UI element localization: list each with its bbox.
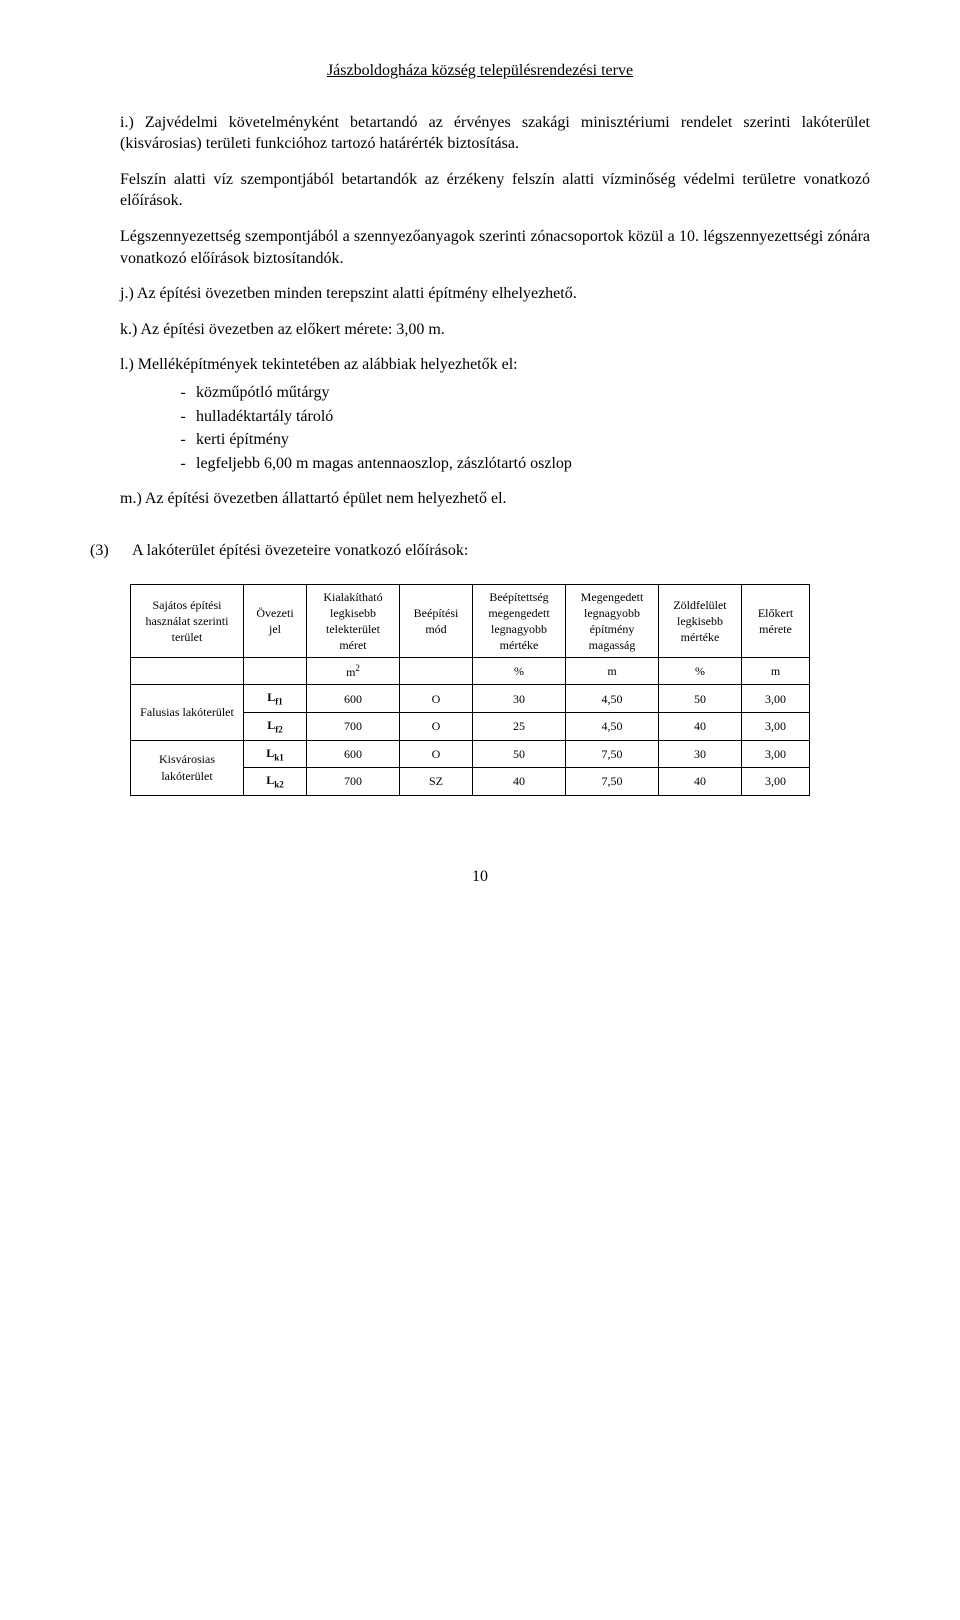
cell-height: 4,50 [566,685,659,713]
cell-height: 4,50 [566,712,659,740]
list-item: - legfeljebb 6,00 m magas antennaoszlop,… [170,453,870,475]
list-item-text: hulladéktartály tároló [196,406,333,428]
cell-zone: Lf1 [244,685,307,713]
cell-zone: Lk1 [244,740,307,768]
para-i3: Légszennyezettség szempontjából a szenny… [120,226,870,269]
dash-icon: - [170,453,196,475]
cell-area: 600 [307,740,400,768]
th-usage: Sajátos építési használat szerinti terül… [131,584,244,658]
list-item: - kerti építmény [170,429,870,451]
th-mode: Beépítési mód [400,584,473,658]
cell-green: 40 [659,712,742,740]
dash-icon: - [170,382,196,404]
unit-green: % [659,658,742,685]
para-k: k.) Az építési övezetben az előkert mére… [120,319,870,341]
cell-green: 50 [659,685,742,713]
group-label: Falusias lakóterület [131,685,244,740]
section-number: (3) [90,540,132,562]
cell-front: 3,00 [742,740,810,768]
dash-icon: - [170,406,196,428]
para-i: i.) Zajvédelmi követelményként betartand… [120,112,870,155]
table-header-row: Sajátos építési használat szerinti terül… [131,584,810,658]
th-front: Előkert mérete [742,584,810,658]
th-height: Megengedett legnagyobb építmény magasság [566,584,659,658]
cell-height: 7,50 [566,768,659,796]
cell-area: 700 [307,768,400,796]
cell-mode: O [400,685,473,713]
cell-green: 30 [659,740,742,768]
cell-coverage: 50 [473,740,566,768]
unit-coverage: % [473,658,566,685]
list-item-text: kerti építmény [196,429,289,451]
section-text: A lakóterület építési övezeteire vonatko… [132,540,468,562]
cell-height: 7,50 [566,740,659,768]
th-zone: Övezeti jel [244,584,307,658]
cell-coverage: 30 [473,685,566,713]
cell-coverage: 40 [473,768,566,796]
cell-green: 40 [659,768,742,796]
cell-area: 600 [307,685,400,713]
th-coverage: Beépítettség megengedett legnagyobb mért… [473,584,566,658]
cell-front: 3,00 [742,768,810,796]
cell-zone: Lf2 [244,712,307,740]
para-j: j.) Az építési övezetben minden terepszi… [120,283,870,305]
unit-front: m [742,658,810,685]
page-header-title: Jászboldogháza község településrendezési… [90,60,870,82]
list-item: - közműpótló műtárgy [170,382,870,404]
unit-height: m [566,658,659,685]
bullet-list: - közműpótló műtárgy - hulladéktartály t… [170,382,870,474]
th-green: Zöldfelület legkisebb mértéke [659,584,742,658]
list-item: - hulladéktartály tároló [170,406,870,428]
para-i2: Felszín alatti víz szempontjából betarta… [120,169,870,212]
zoning-table: Sajátos építési használat szerinti terül… [130,584,810,796]
cell-zone: Lk2 [244,768,307,796]
cell-mode: O [400,712,473,740]
para-m: m.) Az építési övezetben állattartó épül… [120,488,870,510]
td-empty [244,658,307,685]
table-row: Kisvárosias lakóterület Lk1 600 O 50 7,5… [131,740,810,768]
dash-icon: - [170,429,196,451]
th-area: Kialakítható legkisebb telekterület mére… [307,584,400,658]
table-units-row: m2 % m % m [131,658,810,685]
cell-area: 700 [307,712,400,740]
unit-area: m2 [307,658,400,685]
list-item-text: legfeljebb 6,00 m magas antennaoszlop, z… [196,453,572,475]
page-number: 10 [90,866,870,888]
list-item-text: közműpótló műtárgy [196,382,329,404]
para-l: l.) Melléképítmények tekintetében az alá… [120,354,870,376]
cell-coverage: 25 [473,712,566,740]
td-empty [400,658,473,685]
group-label: Kisvárosias lakóterület [131,740,244,795]
table-row: Falusias lakóterület Lf1 600 O 30 4,50 5… [131,685,810,713]
cell-front: 3,00 [742,685,810,713]
section-3: (3) A lakóterület építési övezeteire von… [90,540,870,562]
cell-mode: O [400,740,473,768]
cell-front: 3,00 [742,712,810,740]
cell-mode: SZ [400,768,473,796]
td-empty [131,658,244,685]
